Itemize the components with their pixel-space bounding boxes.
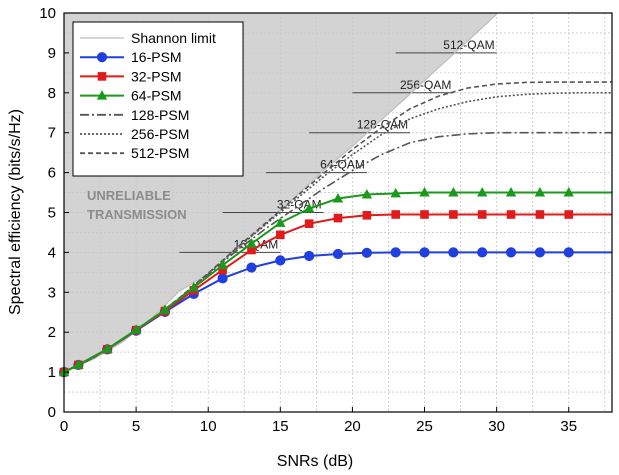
data-point-16-psm [361,247,372,258]
data-point-32-psm [564,210,574,219]
legend-swatch-marker [97,72,107,81]
y-tick-label: 6 [48,165,56,182]
legend-entry-label: 512-PSM [131,145,189,161]
region-label-line: UNRELIABLE [87,188,171,203]
x-tick-label: 10 [200,418,217,435]
qam-label: 64-QAM [320,158,365,172]
legend-entry-label: 256-PSM [131,126,189,142]
data-point-64-psm [188,282,199,292]
legend-swatch-marker [96,90,108,100]
data-point-64-psm [477,187,488,197]
y-tick-label: 8 [48,85,56,102]
data-point-32-psm [247,245,256,255]
qam-label: 256-QAM [400,78,451,92]
x-tick-label: 35 [560,418,577,435]
legend-entry-label: 32-PSM [131,68,182,84]
x-tick-label: 30 [488,418,505,435]
data-point-16-psm [390,247,401,258]
y-tick-label: 2 [48,324,56,341]
data-point-64-psm [448,187,459,197]
data-point-64-psm [159,304,171,314]
x-tick-label: 15 [272,418,289,435]
y-tick-label: 5 [48,205,56,222]
data-point-16-psm [217,273,228,284]
data-point-16-psm [419,247,430,258]
data-point-16-psm [505,247,517,258]
data-point-32-psm [535,210,545,219]
data-point-16-psm [477,247,488,258]
y-tick-label: 3 [48,284,56,301]
data-point-64-psm [563,187,574,197]
data-point-16-psm [275,255,286,266]
data-point-16-psm [332,248,344,260]
data-point-16-psm [563,247,574,258]
data-point-16-psm [304,250,315,262]
data-point-64-psm [102,343,113,353]
x-tick-label: 20 [344,418,361,435]
data-point-64-psm [303,203,315,213]
region-label-line: TRANSMISSION [87,207,187,222]
data-point-16-psm [534,247,545,258]
legend-entry-label: 16-PSM [131,49,182,65]
data-point-64-psm [130,324,142,334]
data-point-32-psm [391,210,400,219]
qam-label: 128-QAM [357,118,408,132]
data-point-64-psm [217,259,228,270]
y-tick-label: 7 [48,125,56,142]
data-point-64-psm [361,189,373,199]
data-point-32-psm [276,230,285,240]
y-tick-label: 4 [48,244,56,261]
legend-entry-label: 64-PSM [131,88,182,104]
y-axis-label: Spectral efficiency (bits/s/Hz) [7,109,24,315]
data-point-64-psm [332,193,344,203]
data-point-32-psm [218,265,227,275]
data-point-32-psm [449,210,458,219]
data-point-32-psm [304,219,314,228]
data-point-64-psm [390,187,401,198]
legend: Shannon limit 16-PSM 32-PSM 64-PSM 128-PSM 25… [72,21,244,177]
data-point-32-psm [362,210,372,220]
legend-entry-label: 128-PSM [131,107,189,123]
series-line-256-psm [64,92,612,373]
data-point-32-psm [420,210,429,219]
data-point-32-psm [333,213,343,223]
y-tick-label: 10 [39,5,56,22]
y-tick-label: 0 [48,404,56,421]
data-point-32-psm [477,210,487,219]
x-tick-label: 0 [60,418,68,435]
y-tick-label: 9 [48,45,56,62]
data-point-64-psm [534,187,546,197]
x-tick-label: 5 [132,418,140,435]
data-point-64-psm [246,238,257,248]
data-point-32-psm [506,210,516,219]
data-point-16-psm [448,247,459,258]
legend-swatch-marker [96,52,108,63]
data-point-64-psm [275,217,286,227]
data-point-64-psm [73,359,84,369]
data-point-64-psm [419,187,430,197]
x-tick-label: 25 [416,418,433,435]
y-tick-label: 1 [48,364,56,381]
data-point-64-psm [505,187,517,197]
qam-label: 512-QAM [443,38,494,52]
data-point-16-psm [246,262,257,273]
x-axis-label: SNRs (dB) [277,453,353,470]
legend-entry-label: Shannon limit [131,30,216,46]
